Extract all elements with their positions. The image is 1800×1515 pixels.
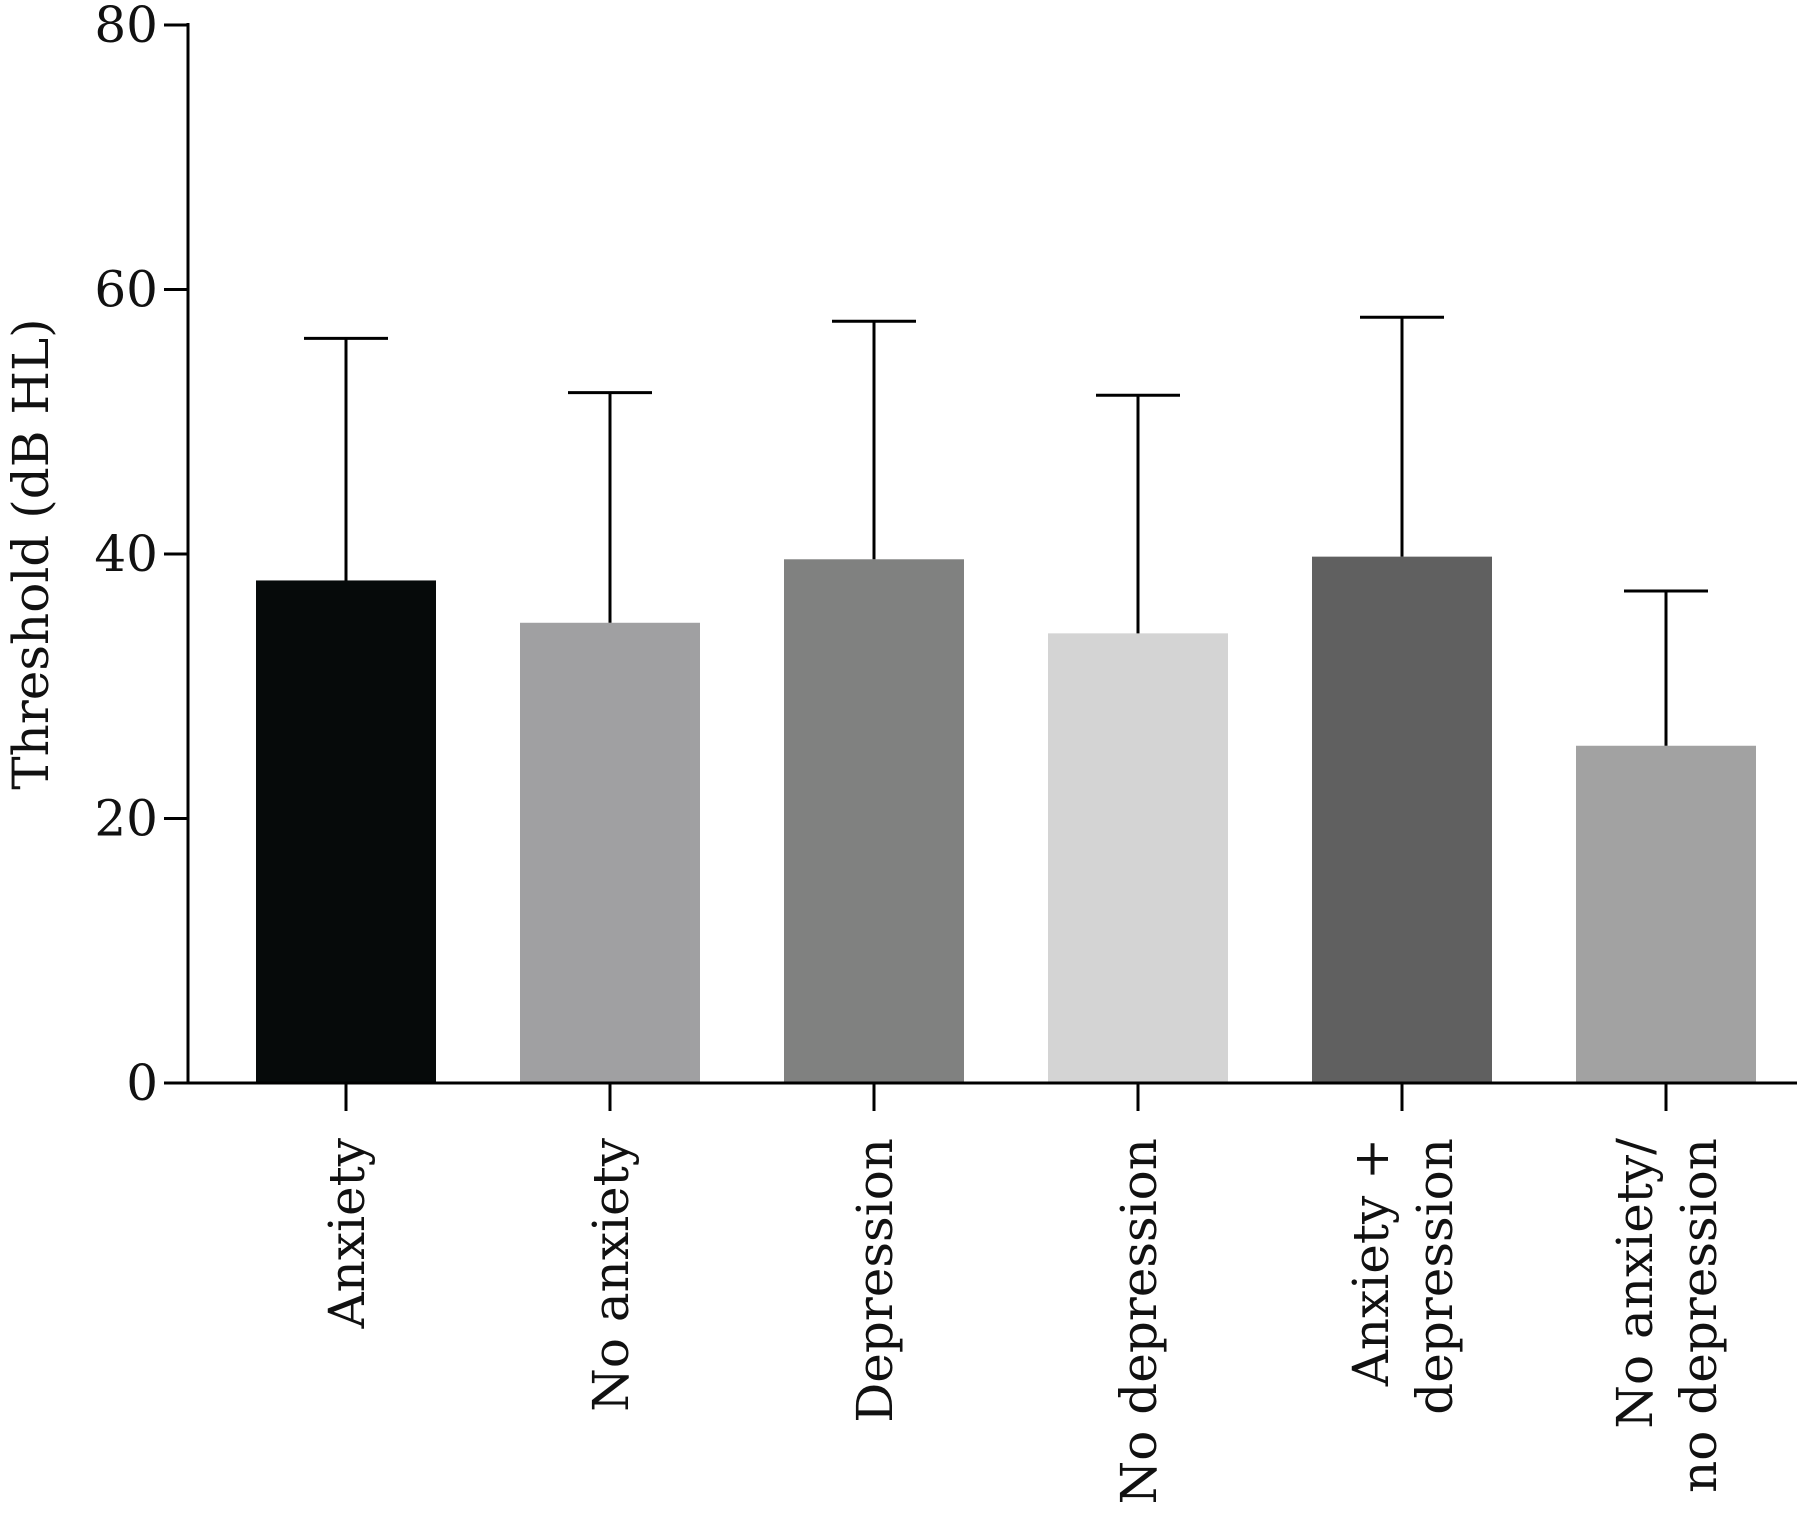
x-tick-label-4-line-1: depression — [1406, 1138, 1464, 1415]
error-bars-group — [304, 315, 1708, 746]
y-tick-label-80: 80 — [94, 0, 158, 54]
y-tick-label-20: 20 — [94, 790, 158, 848]
y-tick-label-40: 40 — [94, 525, 158, 583]
x-tick-label-2: Depression — [846, 1138, 904, 1423]
y-axis-title: Threshold (dB HL) — [2, 318, 60, 789]
y-tick-label-0: 0 — [126, 1054, 158, 1112]
bar-0 — [256, 580, 436, 1083]
y-tick-label-60: 60 — [94, 261, 158, 319]
x-labels-group: Anxiety No anxiety Depression No depression… — [318, 1137, 1728, 1504]
x-tick-label-0: Anxiety — [318, 1137, 376, 1329]
bar-1 — [520, 622, 700, 1083]
x-tick-label-4-line-0: Anxiety + — [1342, 1138, 1400, 1387]
x-tick-label-5-line-1: no depression — [1670, 1138, 1728, 1493]
x-tick-label-1: No anxiety — [582, 1137, 640, 1412]
x-tick-label-5-line-0: No anxiety/ — [1606, 1138, 1664, 1429]
bar-4 — [1312, 556, 1492, 1083]
axes-group — [164, 23, 1797, 1111]
bar-3 — [1048, 633, 1228, 1083]
y-ticks-group: 0 20 40 60 80 — [94, 0, 188, 1112]
bars-group — [256, 556, 1756, 1083]
bar-2 — [784, 559, 964, 1083]
bar-5 — [1576, 745, 1756, 1083]
x-tick-label-3: No depression — [1110, 1138, 1168, 1504]
